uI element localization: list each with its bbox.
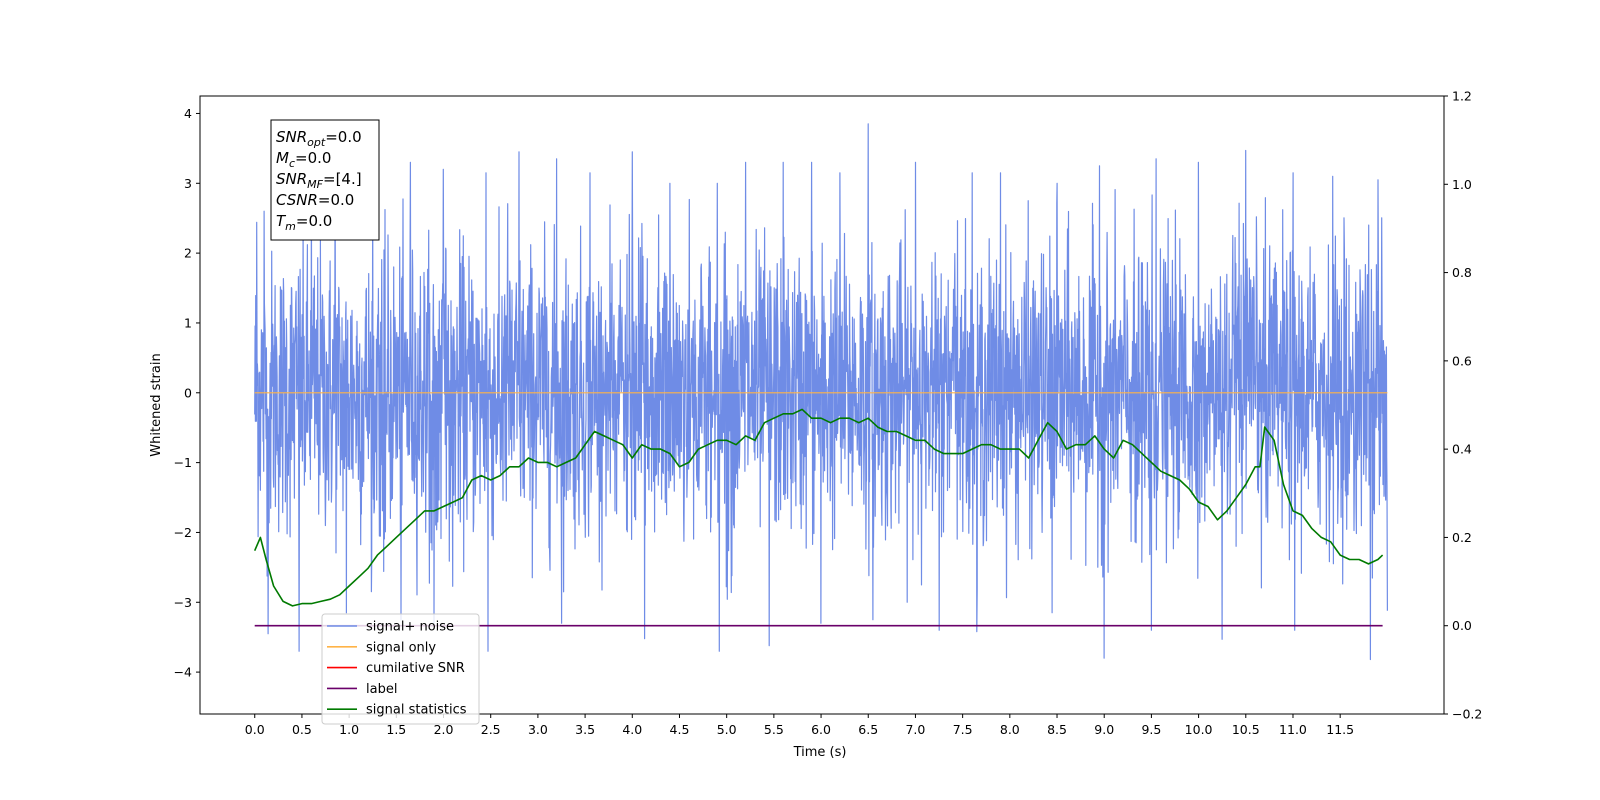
info-subscript: m — [285, 220, 296, 233]
x-tick-label: 0.0 — [245, 722, 265, 737]
info-symbol: T — [276, 212, 287, 230]
info-symbol: SNR — [276, 170, 307, 188]
x-tick-label: 4.5 — [670, 722, 690, 737]
x-tick-label: 0.5 — [292, 722, 312, 737]
x-axis-label: Time (s) — [793, 745, 847, 760]
x-tick-label: 4.0 — [622, 722, 642, 737]
x-tick-label: 9.0 — [1094, 722, 1114, 737]
legend: signal+ noise signal only cumilative SNR la… — [321, 613, 480, 725]
x-tick-label: 10.5 — [1232, 722, 1260, 737]
info-value: =0.0 — [325, 128, 361, 146]
y2-tick-label: 0.4 — [1452, 442, 1472, 457]
x-tick-label: 6.5 — [858, 722, 878, 737]
x-tick-label: 11.0 — [1279, 722, 1307, 737]
x-tick-label: 11.5 — [1326, 722, 1354, 737]
legend-label: signal+ noise — [366, 620, 454, 635]
legend-frame — [321, 613, 480, 725]
x-tick-label: 3.5 — [575, 722, 595, 737]
y2-tick-label: 0.6 — [1452, 353, 1472, 368]
info-box-row: SNRMF=[4.] — [276, 170, 362, 191]
x-tick-label: 5.5 — [764, 722, 784, 737]
y2-tick-label: −0.2 — [1452, 707, 1482, 722]
y2-tick-label: 1.0 — [1452, 177, 1472, 192]
info-value: =0.0 — [296, 212, 332, 230]
info-value: =0.0 — [295, 149, 331, 167]
plot-frame — [199, 95, 1445, 715]
info-symbol: M — [276, 149, 289, 167]
y-tick-label: 3 — [184, 176, 192, 191]
info-symbol: CSNR — [276, 191, 318, 209]
x-tick-label: 6.0 — [811, 722, 831, 737]
y-tick-label: −4 — [174, 665, 192, 680]
x-tick-label: 3.0 — [528, 722, 548, 737]
y-tick-label: −2 — [174, 525, 192, 540]
info-symbol: SNR — [276, 128, 307, 146]
x-tick-label: 2.5 — [481, 722, 501, 737]
info-subscript: opt — [307, 136, 326, 149]
info-box-frame — [270, 119, 380, 241]
y-tick-label: −1 — [174, 455, 192, 470]
y-tick-label: 0 — [184, 385, 192, 400]
legend-label: signal statistics — [366, 703, 467, 718]
legend-label: signal only — [366, 640, 436, 655]
y2-tick-label: 0.0 — [1452, 618, 1472, 633]
info-value: =[4.] — [323, 170, 362, 188]
x-tick-label: 9.5 — [1141, 722, 1161, 737]
info-value: =0.0 — [318, 191, 354, 209]
info-subscript: MF — [307, 178, 323, 191]
info-box-row: SNRopt=0.0 — [276, 128, 362, 149]
y-axis-label: Whitened strain — [149, 353, 164, 456]
x-tick-label: 7.5 — [953, 722, 973, 737]
y2-tick-label: 0.2 — [1452, 530, 1472, 545]
x-tick-label: 2.0 — [434, 722, 454, 737]
info-box-row: Tm=0.0 — [276, 212, 332, 233]
info-box-row: CSNR=0.0 — [276, 191, 354, 209]
legend-label: label — [366, 682, 397, 697]
x-tick-label: 8.0 — [1000, 722, 1020, 737]
y-tick-label: 2 — [184, 246, 192, 261]
x-tick-label: 1.0 — [339, 722, 359, 737]
x-tick-label: 7.0 — [905, 722, 925, 737]
info-box-row: Mc=0.0 — [276, 149, 331, 170]
series-line-signal-statistics — [253, 408, 1384, 607]
x-tick-label: 1.5 — [386, 722, 406, 737]
y-tick-label: −3 — [174, 595, 192, 610]
series-layer — [253, 123, 1388, 661]
x-tick-label: 10.0 — [1185, 722, 1213, 737]
y2-axis-right: −0.2 0.0 0.2 0.4 0.6 0.8 1.0 1.2 — [1444, 89, 1482, 722]
info-subscript: c — [289, 157, 295, 170]
x-axis: 0.0 0.5 1.0 1.5 2.0 2.5 3.0 3.5 4.0 4.5 5.0 5.5 6.0 6… — [245, 714, 1354, 737]
x-tick-label: 5.0 — [717, 722, 737, 737]
y-tick-label: 1 — [184, 315, 192, 330]
series-signal-noise-line — [254, 123, 1388, 661]
y2-tick-label: 0.8 — [1452, 265, 1472, 280]
x-tick-label: 8.5 — [1047, 722, 1067, 737]
y-tick-label: 4 — [184, 106, 192, 121]
y-axis: −4 −3 −2 −1 0 1 2 3 4 — [174, 106, 200, 680]
y2-tick-label: 1.2 — [1452, 89, 1472, 104]
legend-label: cumilative SNR — [366, 661, 465, 676]
